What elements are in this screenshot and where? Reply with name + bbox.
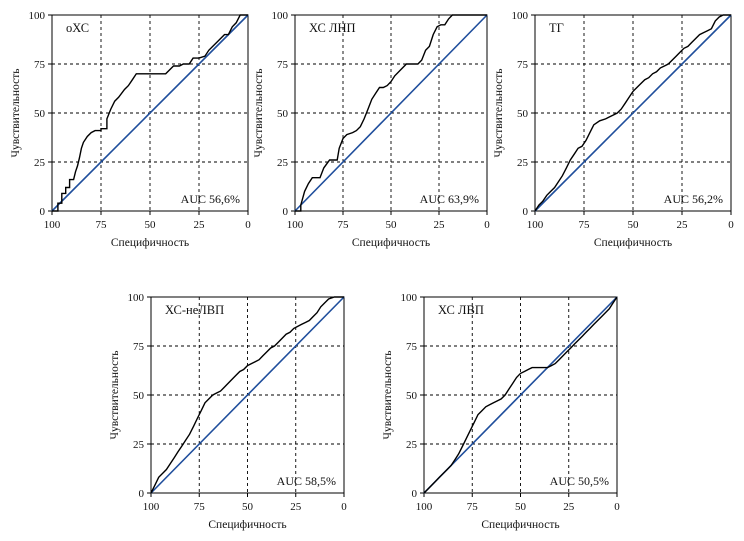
x-axis-title: Специфичность [481,519,559,531]
x-tick-label: 0 [245,219,251,231]
x-tick-label: 75 [194,501,206,513]
x-tick-label: 100 [287,219,304,231]
roc-panel: 100 75 50 25 0 0 25 50 75 100 ХС ЛВП AUC 50,5% Специ… [382,292,620,531]
x-tick-label: 100 [143,501,160,513]
y-tick-label: 75 [517,59,529,71]
x-tick-label: 100 [44,219,61,231]
auc-label: AUC 56,6% [181,192,240,206]
x-axis-title: Специфичность [208,519,286,531]
x-tick-label: 25 [290,501,302,513]
y-tick-label: 50 [133,390,145,402]
x-tick-label: 75 [96,219,108,231]
panel-title: ХС ЛНП [309,21,356,35]
y-tick-label: 0 [40,206,46,218]
y-tick-label: 25 [517,157,529,169]
y-tick-label: 0 [412,488,418,500]
y-tick-label: 50 [277,108,289,120]
reference-diagonal-line [150,296,345,494]
panel-title: ХС ЛВП [438,303,484,317]
roc-panel: 100 75 50 25 0 0 25 50 75 100 оХС AUC 56,6% Специфич… [10,10,251,249]
y-tick-label: 25 [133,439,145,451]
y-tick-label: 50 [34,108,46,120]
panel-title: оХС [66,21,89,35]
y-axis-title: Чувствительность [253,69,265,158]
x-tick-label: 50 [242,501,254,513]
y-tick-label: 0 [523,206,529,218]
y-tick-label: 50 [517,108,529,120]
reference-diagonal-line [534,14,732,212]
y-tick-label: 100 [128,292,145,304]
reference-diagonal-line [294,14,488,212]
y-axis-title: Чувствительность [109,351,121,440]
roc-curve [295,14,487,212]
y-tick-label: 25 [406,439,418,451]
roc-curve [423,296,618,494]
y-tick-label: 0 [139,488,145,500]
y-tick-label: 75 [34,59,46,71]
y-tick-label: 75 [133,341,145,353]
y-tick-label: 75 [406,341,418,353]
reference-diagonal-line [423,296,618,494]
y-tick-label: 75 [277,59,289,71]
x-tick-label: 50 [386,219,398,231]
roc-panel: 100 75 50 25 0 0 25 50 75 100 ХС ЛНП AUC 63,9% Специ… [253,10,490,249]
x-axis-title: Специфичность [594,237,672,249]
y-tick-label: 25 [34,157,46,169]
roc-panel: 100 75 50 25 0 0 25 50 75 100 ХС-неЛВП AUC 58,5% Спе… [109,292,347,531]
x-tick-label: 50 [628,219,640,231]
x-tick-label: 75 [467,501,479,513]
roc-curve [534,14,731,212]
y-tick-label: 25 [277,157,289,169]
roc-panel: 100 75 50 25 0 0 25 50 75 100 ТГ AUC 56,2% Специфичн… [493,10,734,249]
y-tick-label: 0 [283,206,289,218]
x-axis-title: Специфичность [111,237,189,249]
auc-label: AUC 58,5% [277,474,336,488]
y-axis-title: Чувствительность [382,351,394,440]
x-tick-label: 25 [677,219,689,231]
y-tick-label: 100 [29,10,46,22]
x-tick-label: 25 [194,219,206,231]
x-tick-label: 0 [728,219,734,231]
y-tick-label: 100 [512,10,529,22]
x-axis-title: Специфичность [352,237,430,249]
y-tick-label: 100 [401,292,418,304]
x-tick-label: 0 [484,219,490,231]
x-tick-label: 50 [515,501,527,513]
x-tick-label: 100 [416,501,433,513]
y-tick-label: 50 [406,390,418,402]
roc-curve [150,296,344,494]
x-tick-label: 25 [434,219,446,231]
y-tick-label: 100 [272,10,289,22]
auc-label: AUC 63,9% [420,192,479,206]
reference-diagonal-line [51,14,249,212]
panel-title: ХС-неЛВП [165,303,224,317]
x-tick-label: 75 [579,219,591,231]
x-tick-label: 0 [614,501,620,513]
x-tick-label: 0 [341,501,347,513]
x-tick-label: 50 [145,219,157,231]
roc-curve [52,14,248,212]
y-axis-title: Чувствительность [10,69,22,158]
x-tick-label: 100 [527,219,544,231]
x-tick-label: 75 [338,219,350,231]
auc-label: AUC 56,2% [664,192,723,206]
panel-title: ТГ [549,21,564,35]
y-axis-title: Чувствительность [493,69,505,158]
x-tick-label: 25 [563,501,575,513]
auc-label: AUC 50,5% [550,474,609,488]
